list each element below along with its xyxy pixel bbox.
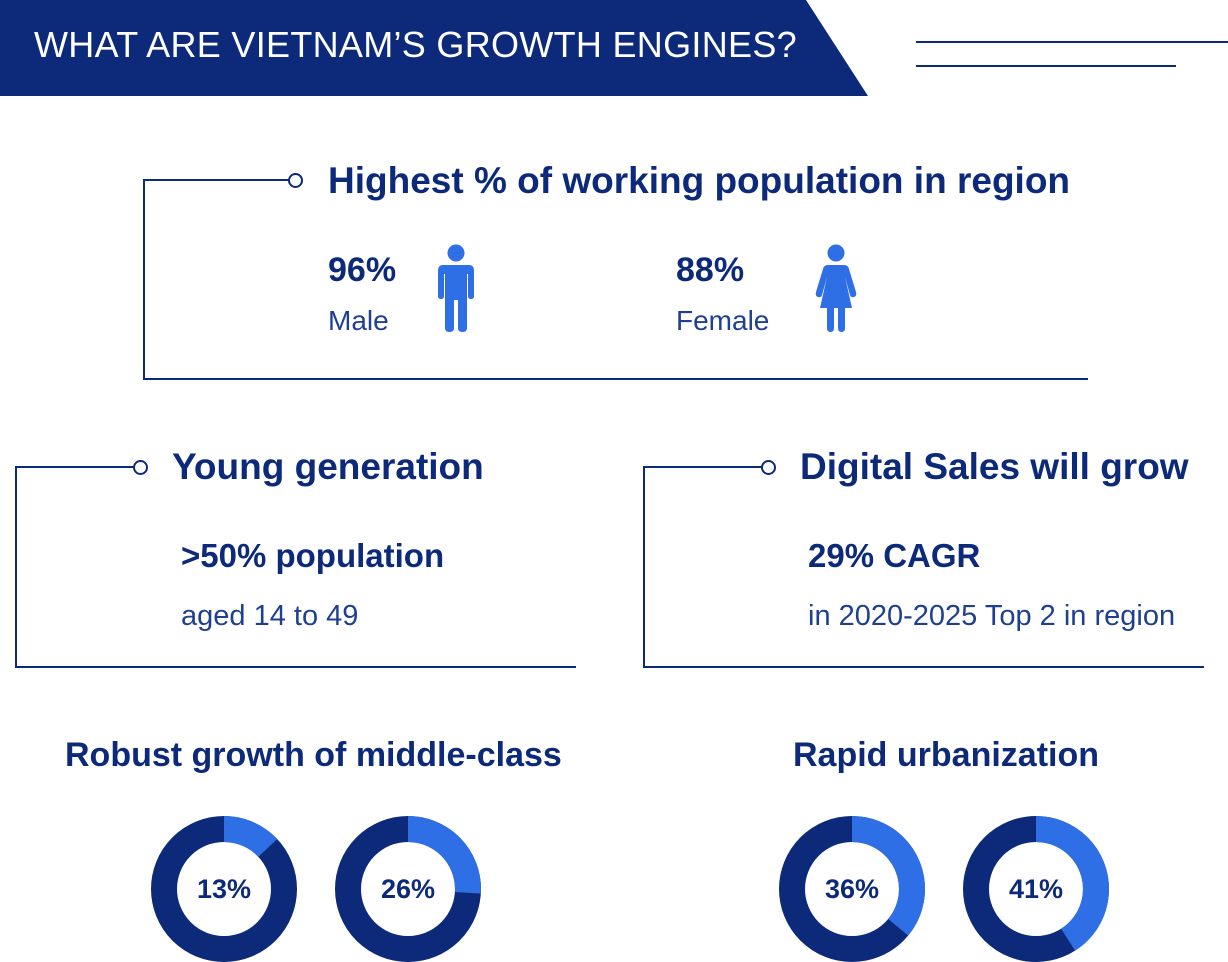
donut-chart: 41% (963, 816, 1109, 962)
donut-segment (963, 816, 1109, 962)
page-title: WHAT ARE VIETNAM’S GROWTH ENGINES? (34, 24, 797, 65)
banner-shape (0, 0, 868, 96)
donut-label: 36% (824, 873, 880, 904)
donut-label: 13% (196, 873, 252, 904)
male-percentage: 96% (328, 251, 397, 289)
young-generation-stat: >50% population (181, 537, 445, 574)
digital-sales-title: Digital Sales will grow (800, 446, 1189, 487)
donut-ring (151, 816, 297, 962)
female-person-icon (815, 244, 857, 332)
donut-segment (151, 816, 297, 962)
donut-ring (779, 816, 925, 962)
bracket-top (643, 466, 762, 468)
header-banner: WHAT ARE VIETNAM’S GROWTH ENGINES? (0, 0, 868, 96)
bracket-left (143, 179, 145, 380)
bracket-top (143, 179, 289, 181)
donut-label: 41% (1008, 873, 1064, 904)
connector-dot (761, 460, 776, 475)
donut-chart: 13% (151, 816, 297, 962)
bracket-bottom (15, 666, 576, 668)
donut-segment (335, 816, 481, 962)
bracket-left (15, 466, 17, 668)
bracket-top (15, 466, 134, 468)
bracket-bottom (143, 378, 1088, 380)
urbanization-title: Rapid urbanization (793, 736, 1099, 774)
donut-chart: 26% (335, 816, 481, 962)
young-generation-title: Young generation (172, 446, 484, 487)
male-label: Male (328, 305, 389, 336)
donut-ring (963, 816, 1109, 962)
female-label: Female (676, 305, 770, 336)
connector-dot (288, 173, 303, 188)
young-generation-detail: aged 14 to 49 (181, 600, 359, 632)
middle-class-title: Robust growth of middle-class (65, 736, 562, 774)
decorative-line-bottom (916, 65, 1176, 67)
bracket-bottom (643, 666, 1204, 668)
donut-segment (779, 816, 925, 962)
working-population-title: Highest % of working population in regio… (328, 160, 1071, 201)
donut-label: 26% (380, 873, 436, 904)
donut-chart: 36% (779, 816, 925, 962)
female-percentage: 88% (676, 251, 745, 289)
digital-sales-stat: 29% CAGR (808, 537, 981, 574)
donut-ring (335, 816, 481, 962)
digital-sales-detail: in 2020-2025 Top 2 in region (808, 600, 1176, 632)
connector-dot (133, 460, 148, 475)
bracket-left (643, 466, 645, 668)
decorative-line-top (916, 41, 1228, 43)
male-person-icon (438, 244, 474, 332)
